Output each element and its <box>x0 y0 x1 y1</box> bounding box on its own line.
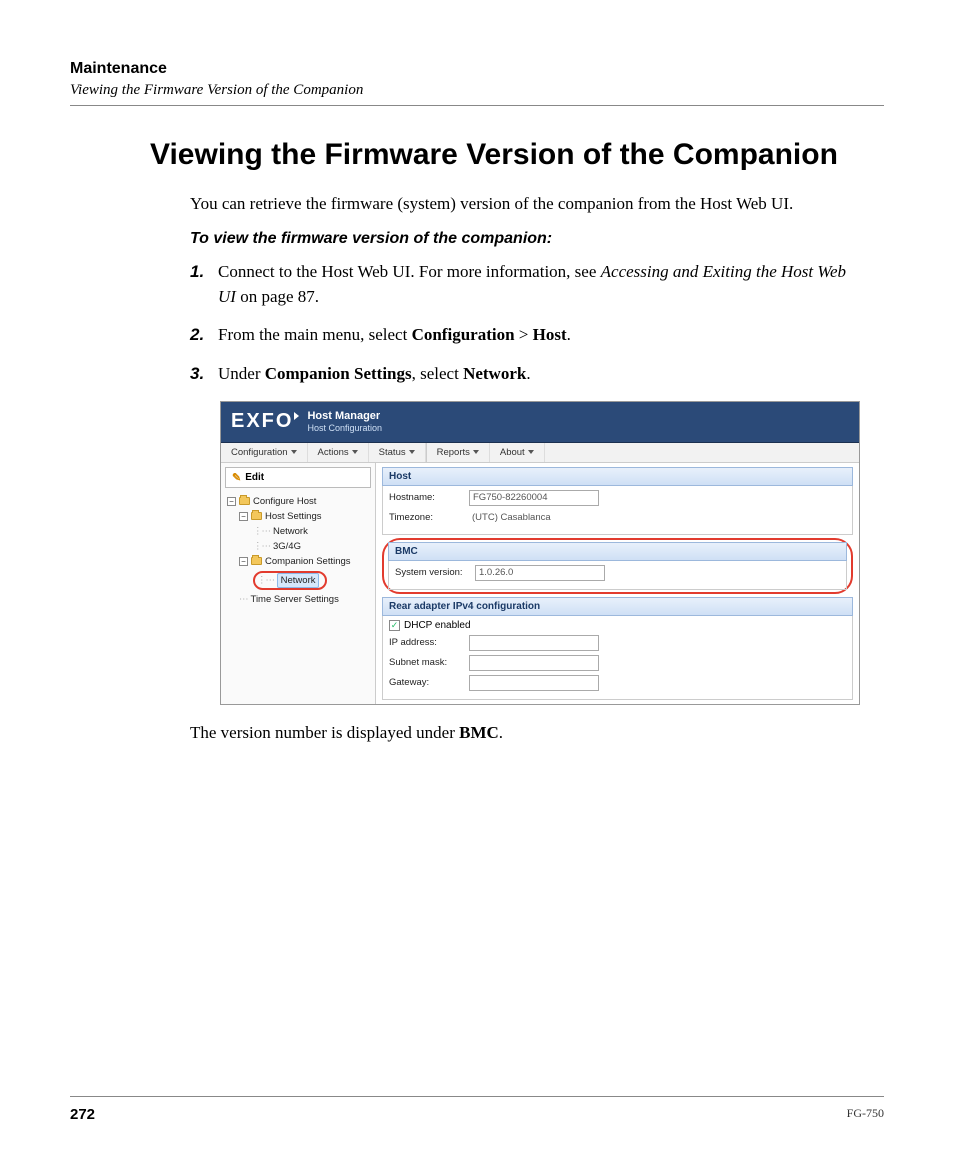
intro-paragraph: You can retrieve the firmware (system) v… <box>190 192 854 217</box>
folder-icon <box>239 497 250 505</box>
tree-connector-icon: ⋮⋯ <box>253 541 270 552</box>
tree-configure-host[interactable]: − Configure Host <box>225 494 371 509</box>
app-subtitle: Host Configuration <box>307 423 382 435</box>
menu-reports[interactable]: Reports <box>427 443 490 462</box>
panel-bmc-header: BMC <box>388 542 847 561</box>
row-dhcp: ✓ DHCP enabled <box>389 620 846 631</box>
step-2: 2. From the main menu, select Configurat… <box>190 323 854 348</box>
tree-connector-icon: ⋮⋯ <box>257 575 274 586</box>
chapter-title: Maintenance <box>70 60 884 78</box>
app-title: Host Manager <box>307 409 382 423</box>
tree-connector-icon: ⋮⋯ <box>253 526 270 537</box>
hostname-input[interactable]: FG750-82260004 <box>469 490 599 506</box>
section-subtitle: Viewing the Firmware Version of the Comp… <box>70 82 884 99</box>
edit-label: Edit <box>245 472 264 483</box>
page-title: Viewing the Firmware Version of the Comp… <box>150 136 884 174</box>
caret-down-icon <box>473 450 479 454</box>
timezone-label: Timezone: <box>389 512 469 523</box>
step-text: Connect to the Host Web UI. For more inf… <box>218 260 854 309</box>
edit-button[interactable]: ✎ Edit <box>225 467 371 488</box>
tree-companion-network-row: ⋮⋯ Network <box>225 569 371 592</box>
header-rule <box>70 105 884 106</box>
tree-3g4g[interactable]: ⋮⋯ 3G/4G <box>225 539 371 554</box>
highlight-ring: ⋮⋯ Network <box>253 571 327 590</box>
caret-down-icon <box>528 450 534 454</box>
row-system-version: System version: 1.0.26.0 <box>395 565 840 581</box>
step-number: 1. <box>190 260 218 309</box>
app-body: ✎ Edit − Configure Host − Host Settings … <box>221 463 859 704</box>
closing-paragraph: The version number is displayed under BM… <box>190 723 884 743</box>
highlight-ring-bmc: BMC System version: 1.0.26.0 <box>382 538 853 594</box>
panel-rear-header: Rear adapter IPv4 configuration <box>382 597 853 616</box>
system-version-label: System version: <box>395 567 475 578</box>
ip-label: IP address: <box>389 637 469 648</box>
ip-input[interactable] <box>469 635 599 651</box>
menu-actions[interactable]: Actions <box>308 443 369 462</box>
subnet-label: Subnet mask: <box>389 657 469 668</box>
panel-bmc-body: System version: 1.0.26.0 <box>388 561 847 590</box>
caret-down-icon <box>352 450 358 454</box>
hostname-label: Hostname: <box>389 492 469 503</box>
content-pane: Host Hostname: FG750-82260004 Timezone: … <box>376 463 859 704</box>
panel-host-header: Host <box>382 467 853 486</box>
dhcp-checkbox[interactable]: ✓ <box>389 620 400 631</box>
panel-host-body: Hostname: FG750-82260004 Timezone: (UTC)… <box>382 486 853 535</box>
footer-rule <box>70 1096 884 1097</box>
procedure-title: To view the firmware version of the comp… <box>190 230 884 248</box>
dhcp-label: DHCP enabled <box>404 620 471 631</box>
screenshot-host-manager: EXFO Host Manager Host Configuration Con… <box>220 401 860 705</box>
step-list: 1. Connect to the Host Web UI. For more … <box>190 260 854 387</box>
collapse-icon[interactable]: − <box>239 512 248 521</box>
row-hostname: Hostname: FG750-82260004 <box>389 490 846 506</box>
step-number: 3. <box>190 362 218 387</box>
subnet-input[interactable] <box>469 655 599 671</box>
exfo-logo: EXFO <box>231 410 293 433</box>
row-gateway: Gateway: <box>389 675 846 691</box>
gateway-label: Gateway: <box>389 677 469 688</box>
sidebar: ✎ Edit − Configure Host − Host Settings … <box>221 463 376 704</box>
running-header: Maintenance Viewing the Firmware Version… <box>70 60 884 99</box>
nav-tree: − Configure Host − Host Settings ⋮⋯ Netw… <box>225 494 371 607</box>
collapse-icon[interactable]: − <box>227 497 236 506</box>
row-ip: IP address: <box>389 635 846 651</box>
tree-connector-icon: ⋯ <box>239 594 248 605</box>
timezone-value: (UTC) Casablanca <box>469 510 599 526</box>
row-subnet: Subnet mask: <box>389 655 846 671</box>
page-number: 272 <box>70 1106 95 1123</box>
caret-down-icon <box>409 450 415 454</box>
collapse-icon[interactable]: − <box>239 557 248 566</box>
system-version-input[interactable]: 1.0.26.0 <box>475 565 605 581</box>
folder-icon <box>251 557 262 565</box>
menu-status[interactable]: Status <box>369 443 426 462</box>
menubar: Configuration Actions Status Reports Abo… <box>221 443 859 463</box>
gateway-input[interactable] <box>469 675 599 691</box>
panel-rear-body: ✓ DHCP enabled IP address: Subnet mask: … <box>382 616 853 700</box>
step-3: 3. Under Companion Settings, select Netw… <box>190 362 854 387</box>
step-text: Under Companion Settings, select Network… <box>218 362 854 387</box>
menu-about[interactable]: About <box>490 443 545 462</box>
tree-host-network[interactable]: ⋮⋯ Network <box>225 524 371 539</box>
tree-companion-settings[interactable]: − Companion Settings <box>225 554 371 569</box>
app-header: EXFO Host Manager Host Configuration <box>221 402 859 443</box>
row-timezone: Timezone: (UTC) Casablanca <box>389 510 846 526</box>
tree-time-server[interactable]: ⋯ Time Server Settings <box>225 592 371 607</box>
tree-companion-network[interactable]: Network <box>277 573 320 588</box>
folder-icon <box>251 512 262 520</box>
step-number: 2. <box>190 323 218 348</box>
tree-host-settings[interactable]: − Host Settings <box>225 509 371 524</box>
app-header-titles: Host Manager Host Configuration <box>307 409 382 435</box>
pencil-icon: ✎ <box>232 471 241 484</box>
document-id: FG-750 <box>847 1106 884 1121</box>
step-text: From the main menu, select Configuration… <box>218 323 854 348</box>
caret-down-icon <box>291 450 297 454</box>
step-1: 1. Connect to the Host Web UI. For more … <box>190 260 854 309</box>
menu-configuration[interactable]: Configuration <box>221 443 308 462</box>
